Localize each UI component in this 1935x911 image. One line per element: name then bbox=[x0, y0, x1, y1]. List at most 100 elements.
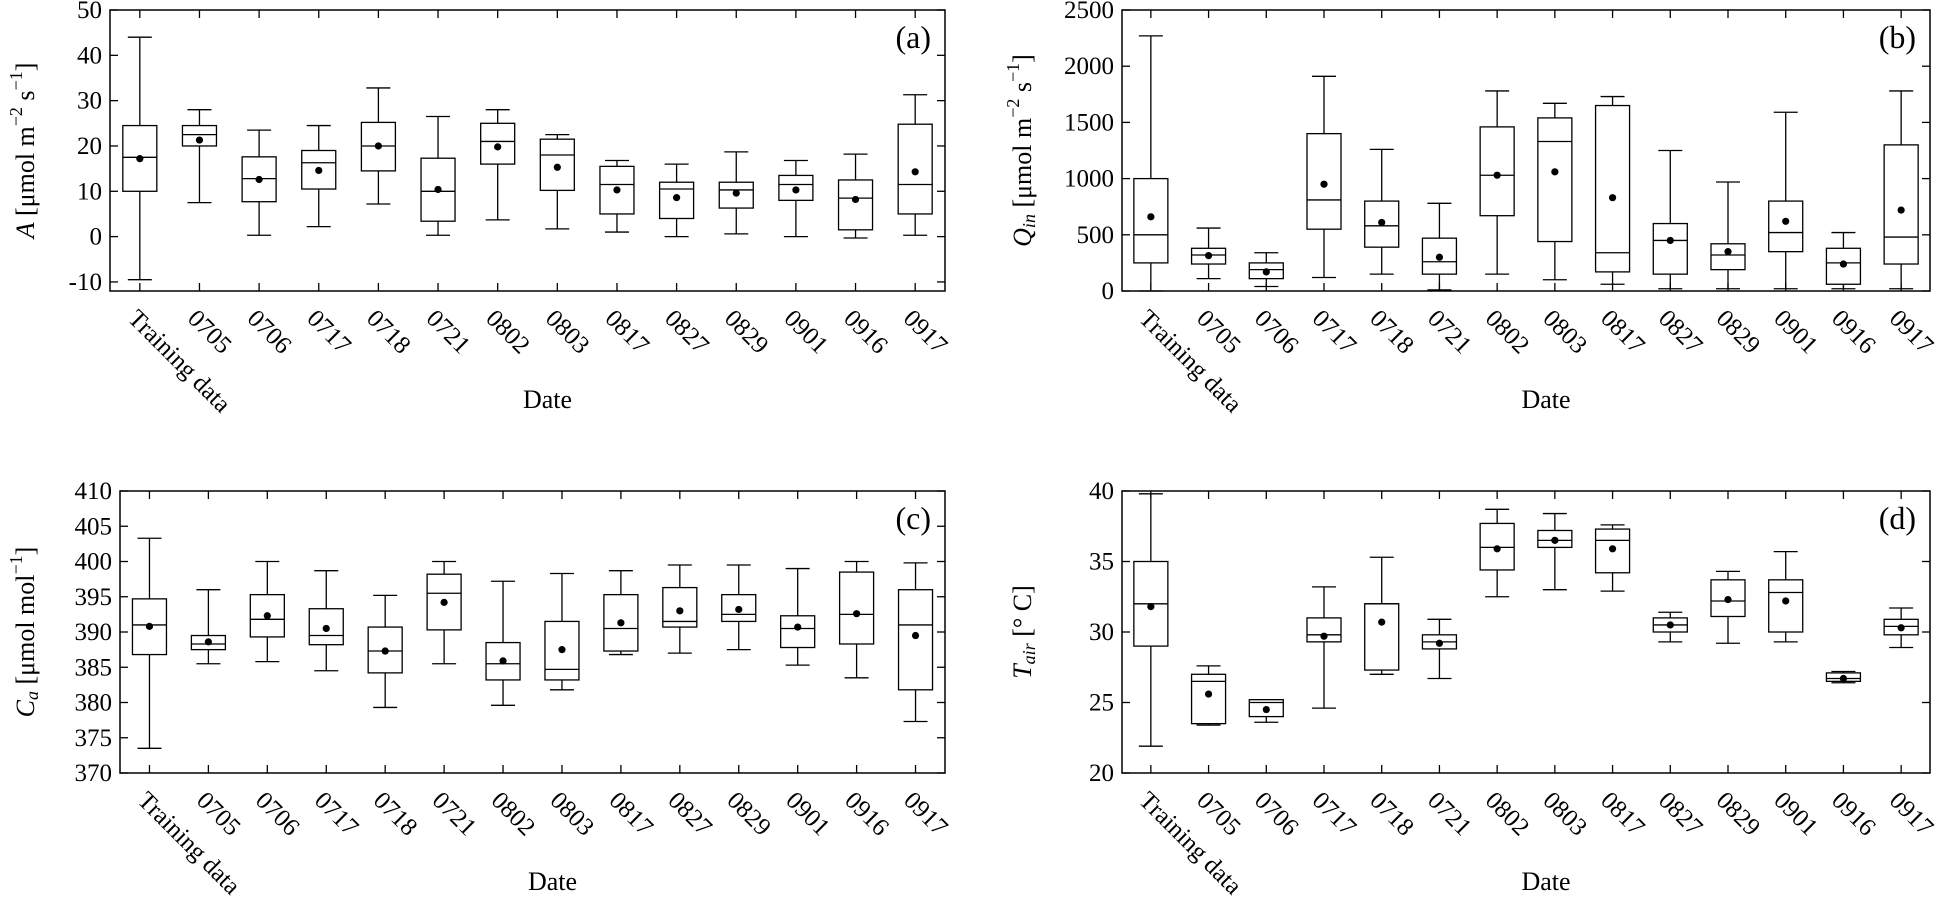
mean-point bbox=[1378, 618, 1386, 626]
box-iqr bbox=[897, 589, 934, 691]
box-0829 bbox=[721, 564, 757, 651]
x-tick-label: Training data bbox=[1134, 305, 1247, 418]
mean-point bbox=[1782, 597, 1790, 605]
x-tick-label: 0817 bbox=[604, 787, 658, 841]
mean-point bbox=[911, 168, 919, 176]
mean-point bbox=[1551, 536, 1559, 544]
x-tick-label: 0916 bbox=[1826, 305, 1880, 359]
y-tick-label: 10 bbox=[77, 178, 102, 205]
box-0721 bbox=[1421, 202, 1458, 291]
box-iqr bbox=[1364, 603, 1400, 671]
y-axis-symbol: A bbox=[11, 222, 40, 240]
x-tick-label: 0829 bbox=[721, 787, 775, 841]
box-iqr bbox=[1768, 200, 1804, 253]
y-axis-unit: [° C] bbox=[1008, 585, 1037, 643]
y-tick-label: 390 bbox=[75, 619, 113, 646]
box-iqr bbox=[1883, 144, 1919, 265]
box-0717 bbox=[1306, 586, 1342, 709]
mean-point bbox=[794, 623, 802, 631]
plot-frame bbox=[1121, 490, 1931, 774]
mean-point bbox=[1724, 248, 1732, 256]
x-tick-label: 0817 bbox=[1595, 305, 1649, 359]
mean-point bbox=[735, 605, 743, 614]
mean-point bbox=[558, 646, 566, 654]
x-tick-label: 0829 bbox=[1711, 305, 1765, 359]
box-iqr bbox=[1479, 126, 1515, 217]
y-tick-label: 410 bbox=[75, 478, 113, 505]
mean-point bbox=[1551, 168, 1559, 176]
mean-point bbox=[440, 598, 448, 606]
y-axis-subscript: air bbox=[1019, 642, 1039, 664]
box-0817 bbox=[1594, 524, 1631, 592]
x-tick-label: 0827 bbox=[659, 305, 713, 359]
box-0705 bbox=[1190, 227, 1227, 280]
y-tick-label: -10 bbox=[69, 269, 102, 296]
x-tick-label: 0829 bbox=[719, 305, 773, 359]
plot-frame bbox=[119, 490, 946, 774]
box-0827 bbox=[1652, 611, 1688, 643]
y-tick-label: 1000 bbox=[1064, 166, 1114, 193]
x-tick-label: 0827 bbox=[1653, 787, 1707, 841]
x-tick-label: 0706 bbox=[1249, 787, 1303, 841]
mean-point bbox=[195, 136, 204, 144]
x-tick-label: 0916 bbox=[838, 305, 892, 359]
x-tick-label: 0817 bbox=[600, 305, 654, 359]
box-training-data bbox=[122, 36, 158, 281]
y-axis-bracket: ] bbox=[1008, 54, 1037, 63]
y-tick-label: 380 bbox=[75, 690, 113, 717]
mean-point bbox=[1262, 705, 1270, 714]
y-axis-symbol: Q bbox=[1008, 228, 1037, 247]
x-tick-label: 0901 bbox=[779, 305, 833, 359]
box-0718 bbox=[360, 87, 397, 205]
box-iqr bbox=[778, 174, 814, 202]
box-0917 bbox=[1883, 90, 1919, 290]
box-0706 bbox=[241, 129, 277, 236]
x-axis-title: Date bbox=[1521, 385, 1570, 414]
box-0829 bbox=[1710, 570, 1746, 644]
x-tick-label: 0901 bbox=[1768, 305, 1822, 359]
x-tick-label: 0721 bbox=[421, 305, 475, 359]
box-0721 bbox=[426, 560, 462, 665]
box-0803 bbox=[1537, 512, 1573, 591]
y-tick-label: 370 bbox=[75, 760, 113, 787]
y-axis-bracket: ] bbox=[11, 547, 40, 556]
mean-point bbox=[1608, 545, 1617, 553]
x-axis-title: Date bbox=[1521, 867, 1570, 896]
mean-point bbox=[617, 619, 625, 627]
plot-frame bbox=[1121, 9, 1931, 292]
y-tick-label: 1500 bbox=[1064, 109, 1114, 136]
box-0717 bbox=[308, 570, 344, 672]
x-tick-label: 0917 bbox=[1884, 305, 1935, 359]
mean-point bbox=[1493, 171, 1501, 179]
y-tick-label: 20 bbox=[77, 133, 102, 160]
y-tick-label: 40 bbox=[77, 42, 102, 69]
mean-point bbox=[732, 189, 740, 197]
box-0705 bbox=[190, 589, 227, 665]
y-axis-title: Qin [μmol m−2 s−1] bbox=[1003, 54, 1039, 247]
mean-point bbox=[204, 638, 212, 646]
y-tick-label: 25 bbox=[1089, 690, 1114, 717]
x-tick-label: 0721 bbox=[1422, 305, 1476, 359]
x-tick-label: 0718 bbox=[361, 305, 415, 359]
x-tick-label: 0917 bbox=[898, 305, 952, 359]
box-iqr bbox=[1652, 222, 1688, 275]
x-tick-label: 0803 bbox=[540, 305, 594, 359]
mean-point bbox=[1666, 621, 1674, 629]
x-tick-label: 0717 bbox=[301, 305, 355, 359]
box-0802 bbox=[1479, 90, 1515, 275]
x-tick-label: 0705 bbox=[191, 787, 245, 841]
box-0706 bbox=[1248, 252, 1284, 288]
box-0705 bbox=[181, 109, 218, 204]
box-0718 bbox=[367, 594, 403, 709]
box-0718 bbox=[1364, 556, 1400, 675]
mean-point bbox=[1378, 218, 1386, 227]
x-tick-label: 0717 bbox=[1307, 305, 1361, 359]
box-0717 bbox=[1306, 75, 1342, 279]
y-axis-title: A [μmol m−2 s−1] bbox=[6, 63, 40, 241]
box-0705 bbox=[1190, 665, 1227, 726]
box-0803 bbox=[539, 133, 575, 230]
y-tick-label: 0 bbox=[1102, 278, 1115, 305]
mean-point bbox=[1435, 253, 1444, 261]
mean-point bbox=[381, 647, 389, 655]
